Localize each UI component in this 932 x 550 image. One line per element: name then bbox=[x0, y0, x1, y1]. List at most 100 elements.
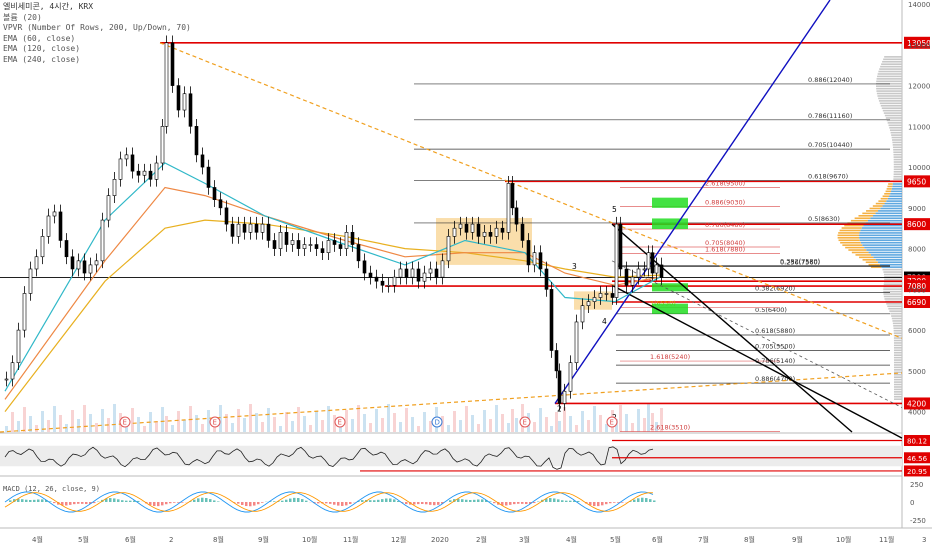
candle-body bbox=[278, 232, 283, 249]
macd-bar bbox=[381, 499, 384, 502]
candle-body bbox=[398, 268, 403, 278]
vpvr-row bbox=[876, 92, 902, 95]
ema-120-line bbox=[4, 186, 661, 400]
volume-bar bbox=[35, 425, 38, 432]
macd-bar bbox=[305, 500, 308, 502]
volume-bar bbox=[327, 406, 330, 432]
price-tag bbox=[904, 175, 930, 188]
volume-bar bbox=[41, 411, 44, 432]
fib-label: 0.705(5500) bbox=[755, 342, 795, 350]
x-tick-label: 6월 bbox=[652, 535, 663, 544]
candle-body bbox=[386, 284, 391, 287]
price-tag bbox=[904, 295, 930, 308]
vpvr-row-up bbox=[848, 249, 867, 251]
event-marker bbox=[209, 416, 221, 428]
candle-body bbox=[557, 370, 562, 404]
volume-bar bbox=[225, 414, 228, 432]
macd-bar bbox=[13, 499, 16, 502]
candle-body bbox=[470, 223, 475, 233]
x-tick-label: 11월 bbox=[879, 535, 894, 544]
volume-bar bbox=[237, 409, 240, 432]
symbol-title: 엘비세미콘, 4시간, KRX bbox=[3, 2, 94, 11]
macd-bar bbox=[349, 502, 352, 505]
candle-body bbox=[70, 256, 75, 270]
volume-bar bbox=[587, 420, 590, 432]
candle-body bbox=[532, 252, 537, 266]
vpvr-row bbox=[870, 217, 902, 220]
volume-bar bbox=[575, 425, 578, 432]
candle-body bbox=[22, 293, 27, 331]
volume-bar bbox=[195, 415, 198, 432]
volume-bar bbox=[643, 418, 646, 432]
volume-bar bbox=[351, 419, 354, 432]
price-tag-label: 4200 bbox=[907, 399, 926, 408]
vpvr-row-up bbox=[845, 246, 865, 249]
volume-bar bbox=[507, 423, 510, 432]
x-tick-label: 3 bbox=[922, 536, 926, 544]
vpvr-row bbox=[893, 161, 902, 163]
vpvr-row bbox=[868, 251, 902, 254]
vpvr-row bbox=[893, 337, 902, 339]
x-tick-label: 4월 bbox=[566, 535, 577, 544]
candle-body bbox=[659, 264, 664, 278]
fib-color-label: 0.705(8040) bbox=[705, 239, 745, 247]
candle-body bbox=[200, 154, 205, 168]
macd-bar bbox=[501, 502, 504, 506]
candle-body bbox=[392, 276, 397, 286]
macd-bar bbox=[133, 500, 136, 502]
volume-bar bbox=[77, 419, 80, 432]
vpvr-row bbox=[878, 210, 902, 212]
target-box bbox=[652, 303, 688, 314]
vpvr-row bbox=[883, 293, 902, 295]
volume-bar bbox=[143, 426, 146, 432]
vpvr-row-up bbox=[866, 210, 879, 212]
vpvr-row bbox=[893, 175, 902, 178]
fib-color-label: 0.886(9030) bbox=[705, 199, 745, 207]
volume-bar bbox=[405, 408, 408, 432]
candle-body bbox=[510, 183, 515, 209]
macd-bar bbox=[525, 502, 528, 505]
macd-bar bbox=[125, 500, 128, 502]
vpvr-row bbox=[867, 219, 902, 222]
candle-body bbox=[176, 85, 181, 111]
rsi-tag-label: 20.95 bbox=[907, 468, 927, 476]
macd-bar bbox=[45, 499, 48, 502]
volume-bar bbox=[550, 426, 553, 432]
y-tick-label: 7000 bbox=[908, 286, 926, 294]
rsi-tag-label: 80.12 bbox=[907, 438, 927, 446]
candle-body bbox=[148, 170, 153, 180]
event-marker-label: E bbox=[610, 419, 614, 427]
macd-bar bbox=[165, 502, 168, 505]
vpvr-row bbox=[892, 185, 902, 188]
candle-body bbox=[368, 272, 373, 278]
volume-bar bbox=[569, 416, 572, 432]
volume-bar bbox=[309, 425, 312, 432]
macd-bar bbox=[137, 500, 140, 502]
event-marker bbox=[119, 416, 131, 428]
candle-body bbox=[124, 154, 129, 160]
volume-bar bbox=[655, 422, 658, 432]
macd-bar bbox=[465, 499, 468, 502]
vpvr-row-up bbox=[839, 229, 861, 232]
macd-bar bbox=[405, 502, 408, 505]
vpvr-row-up bbox=[858, 215, 873, 217]
macd-bar bbox=[457, 498, 460, 502]
candle-body bbox=[34, 256, 39, 270]
vpvr-row bbox=[894, 388, 902, 391]
price-tag bbox=[904, 397, 930, 410]
volume-bar bbox=[89, 414, 92, 432]
volume-bar bbox=[321, 420, 324, 432]
candle-body bbox=[28, 268, 33, 294]
vpvr-row bbox=[860, 229, 902, 232]
vpvr-row bbox=[891, 315, 902, 317]
macd-bar bbox=[589, 502, 592, 506]
macd-bar bbox=[181, 502, 184, 503]
macd-bar bbox=[37, 499, 40, 502]
vpvr-row-up bbox=[842, 244, 863, 246]
vpvr-row-up bbox=[862, 212, 876, 215]
volume-bar bbox=[399, 422, 402, 432]
volume-bar bbox=[11, 412, 14, 432]
vpvr-row-up bbox=[859, 256, 874, 259]
candle-body bbox=[10, 362, 15, 380]
